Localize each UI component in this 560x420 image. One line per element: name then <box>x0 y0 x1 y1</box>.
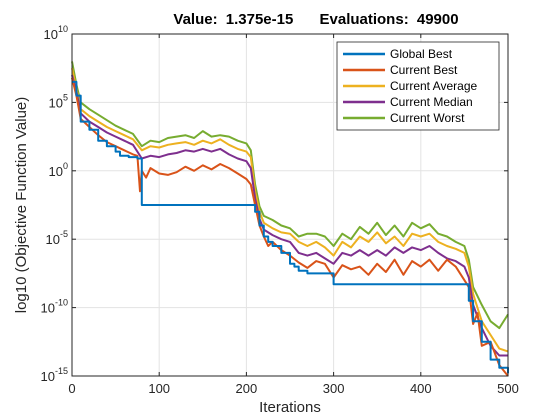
legend-label-current-best: Current Best <box>390 63 458 77</box>
series-line-current-worst <box>71 61 509 330</box>
y-tick-labels: 10-15 10-10 10-5 100 105 1010 <box>41 24 68 384</box>
x-tick-label: 500 <box>497 381 519 396</box>
title-evals-label: Evaluations: <box>320 11 409 28</box>
x-tick-label: 300 <box>323 381 345 396</box>
legend-label-global-best: Global Best <box>390 47 453 61</box>
y-axis-label: log10 (Objective Function Value) <box>13 97 30 314</box>
series-line-current-best <box>71 77 509 377</box>
y-tick-label: 100 <box>49 161 68 179</box>
legend-label-current-worst: Current Worst <box>390 111 465 125</box>
x-axis-label: Iterations <box>259 399 321 416</box>
x-tick-label: 100 <box>148 381 170 396</box>
series-layer <box>71 61 509 377</box>
y-tick-label: 10-5 <box>46 229 68 247</box>
y-tick-label: 105 <box>49 92 68 110</box>
ticks <box>71 33 509 377</box>
chart-title: Value: 1.375e-15 Evaluations: 49900 <box>173 11 458 28</box>
x-tick-label: 200 <box>236 381 258 396</box>
x-tick-labels: 0 100 200 300 400 500 <box>68 381 518 396</box>
series-line-current-average <box>71 67 509 353</box>
title-value-label: Value: <box>173 11 217 28</box>
legend-label-current-average: Current Average <box>390 79 477 93</box>
y-tick-label: 1010 <box>44 24 68 42</box>
legend-label-current-median: Current Median <box>390 95 473 109</box>
title-value: 1.375e-15 <box>226 11 294 28</box>
title-evals: 49900 <box>417 11 459 28</box>
legend: Global Best Current Best Current Average Cu… <box>336 41 500 131</box>
y-tick-label: 10-15 <box>41 366 68 384</box>
series-line-global-best <box>72 80 509 374</box>
x-tick-label: 0 <box>68 381 75 396</box>
axes-box <box>71 33 509 377</box>
y-tick-label: 10-10 <box>41 298 68 316</box>
x-tick-label: 400 <box>410 381 432 396</box>
